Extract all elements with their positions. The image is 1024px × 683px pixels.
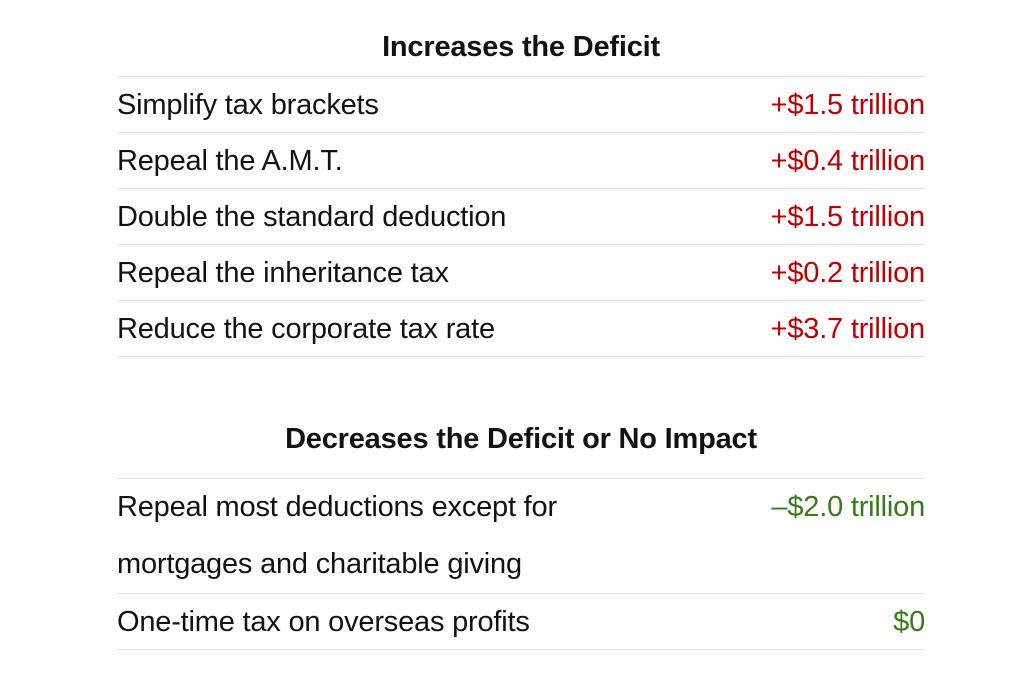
table-row: Simplify tax brackets +$1.5 trillion (117, 77, 925, 133)
row-value: $0 (893, 606, 925, 638)
table-row: Repeal the inheritance tax +$0.2 trillio… (117, 245, 925, 301)
row-value: +$3.7 trillion (770, 313, 926, 345)
row-label: Repeal the inheritance tax (117, 257, 449, 289)
row-value: +$1.5 trillion (770, 201, 926, 233)
decreases-rows: Repeal most deductions except for mortga… (117, 478, 925, 650)
decreases-section: Decreases the Deficit or No Impact Repea… (117, 416, 925, 650)
row-label: Double the standard deduction (117, 201, 507, 233)
row-value: +$1.5 trillion (770, 89, 926, 121)
table-row: One-time tax on overseas profits $0 (117, 594, 925, 650)
increases-section: Increases the Deficit Simplify tax brack… (117, 24, 925, 357)
row-value: –$2.0 trillion (771, 491, 925, 523)
table-row: Repeal most deductions except for mortga… (117, 479, 925, 594)
row-label: One-time tax on overseas profits (117, 606, 530, 638)
increases-title: Increases the Deficit (382, 31, 660, 63)
row-label: Repeal the A.M.T. (117, 145, 343, 177)
table-row: Double the standard deduction +$1.5 tril… (117, 189, 925, 245)
row-label: Repeal most deductions except for mortga… (117, 491, 557, 580)
row-value: +$0.4 trillion (770, 145, 926, 177)
table-row: Reduce the corporate tax rate +$3.7 tril… (117, 301, 925, 357)
table-row: Repeal the A.M.T. +$0.4 trillion (117, 133, 925, 189)
row-label: Reduce the corporate tax rate (117, 313, 495, 345)
row-label: Simplify tax brackets (117, 89, 379, 121)
row-value: +$0.2 trillion (770, 257, 926, 289)
increases-rows: Simplify tax brackets +$1.5 trillion Rep… (117, 76, 925, 357)
decreases-title: Decreases the Deficit or No Impact (285, 423, 757, 455)
